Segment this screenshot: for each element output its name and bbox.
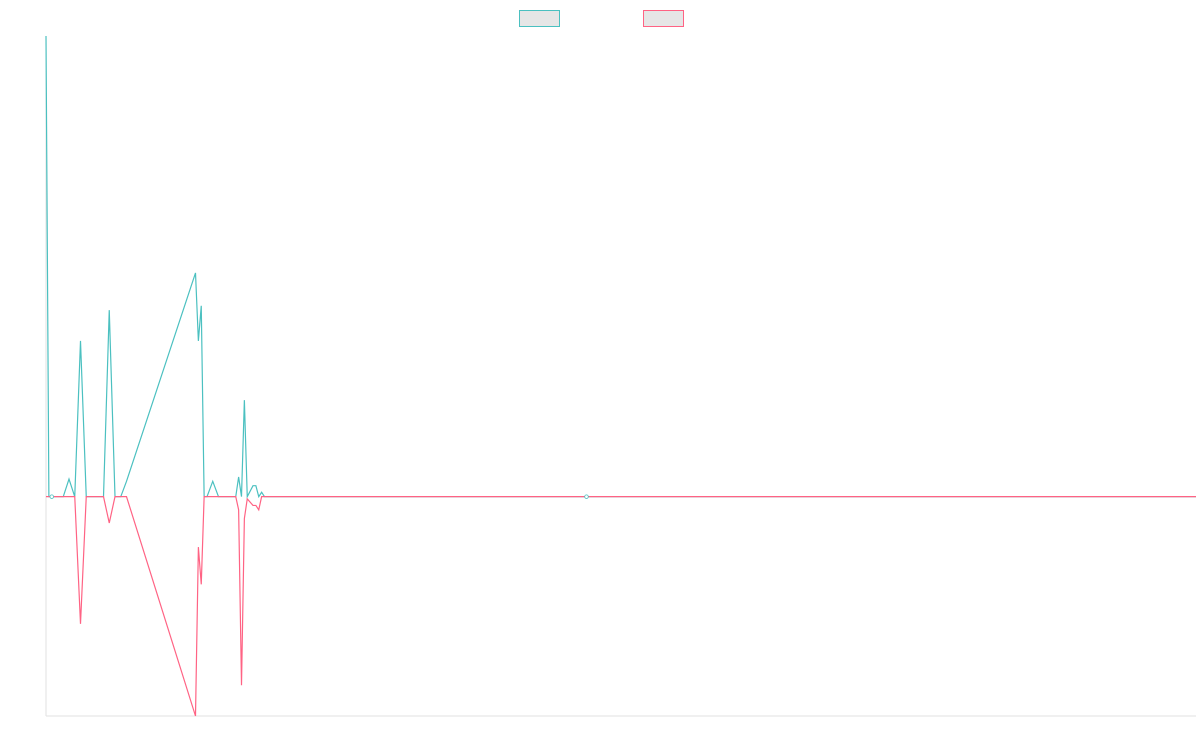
axes [45, 36, 1196, 717]
legend-swatch-2[interactable] [643, 10, 684, 27]
legend[interactable] [519, 10, 684, 27]
legend-swatch-1[interactable] [519, 10, 560, 27]
data-point-marker-2 [584, 494, 589, 499]
series-2-line [46, 496, 1196, 717]
series-1-line [45, 35, 1196, 499]
data-point-marker-1 [49, 494, 54, 499]
series-layer [45, 35, 1196, 717]
